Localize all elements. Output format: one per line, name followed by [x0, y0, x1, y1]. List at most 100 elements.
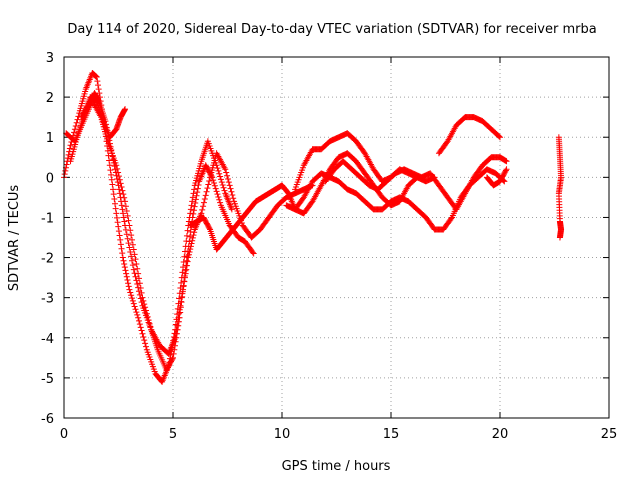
- data-point: [249, 249, 256, 256]
- data-point: [182, 270, 189, 277]
- data-point: [108, 176, 115, 183]
- data-point: [119, 254, 126, 261]
- data-point: [135, 314, 142, 321]
- data-point: [128, 292, 135, 299]
- data-point: [224, 175, 231, 182]
- data-point: [129, 257, 136, 264]
- data-point: [129, 295, 136, 302]
- data-point: [194, 185, 201, 192]
- data-point: [126, 286, 133, 293]
- x-tick-label: 5: [169, 427, 177, 442]
- y-tick-label: 3: [46, 51, 54, 66]
- data-point: [124, 235, 131, 242]
- data-point: [106, 162, 113, 169]
- data-point: [129, 297, 136, 304]
- data-point: [94, 78, 101, 85]
- data-point: [210, 177, 217, 184]
- data-point: [128, 232, 135, 239]
- data-point: [223, 169, 230, 176]
- data-point: [187, 246, 194, 253]
- data-point: [181, 278, 188, 285]
- data-point: [131, 303, 138, 310]
- data-point: [116, 190, 123, 197]
- data-point: [122, 203, 129, 210]
- data-point: [110, 156, 117, 163]
- x-tick-label: 15: [383, 427, 400, 442]
- data-point: [114, 179, 121, 186]
- data-point: [181, 253, 188, 260]
- data-point: [123, 273, 130, 280]
- data-point: [200, 203, 207, 210]
- data-point: [135, 284, 142, 291]
- data-point: [127, 248, 134, 255]
- data-point: [189, 194, 196, 201]
- data-point: [133, 277, 140, 284]
- data-point: [110, 191, 117, 198]
- data-point: [190, 210, 197, 217]
- data-point: [114, 175, 121, 182]
- data-point: [120, 210, 127, 217]
- data-point: [229, 191, 236, 198]
- data-point: [190, 207, 197, 214]
- data-point: [171, 346, 178, 353]
- data-point: [203, 188, 210, 195]
- data-point: [503, 158, 510, 165]
- data-point: [63, 161, 70, 168]
- data-point: [139, 330, 146, 337]
- data-point: [112, 205, 119, 212]
- data-point: [188, 202, 195, 209]
- data-point: [191, 229, 198, 236]
- series-arc-4: [67, 94, 129, 165]
- data-point: [178, 279, 185, 286]
- data-point: [120, 214, 127, 221]
- data-point: [111, 163, 118, 170]
- data-point: [118, 202, 125, 209]
- data-point: [110, 159, 117, 166]
- data-point: [136, 321, 143, 328]
- data-point: [206, 225, 213, 232]
- x-axis-label: GPS time / hours: [282, 459, 391, 474]
- data-point: [217, 199, 224, 206]
- x-tick-labels: 0 5 10 15 20 25: [60, 427, 617, 442]
- data-point: [122, 226, 129, 233]
- data-point: [72, 122, 79, 129]
- data-point: [193, 192, 200, 199]
- data-point: [497, 134, 503, 141]
- data-point: [108, 171, 115, 178]
- data-point: [124, 277, 131, 284]
- data-point: [189, 198, 196, 205]
- data-point: [125, 283, 132, 290]
- data-point: [140, 333, 147, 340]
- data-point: [172, 334, 179, 341]
- data-point: [187, 243, 194, 250]
- data-point: [130, 266, 137, 273]
- data-point: [177, 302, 184, 309]
- data-point: [106, 157, 113, 164]
- data-point: [119, 187, 126, 194]
- data-point: [210, 179, 217, 186]
- data-point: [110, 186, 117, 193]
- data-point: [130, 246, 137, 253]
- data-point: [502, 167, 509, 174]
- data-point: [116, 186, 123, 193]
- data-point: [228, 206, 235, 213]
- data-point: [114, 219, 121, 226]
- data-point: [125, 240, 132, 247]
- data-point: [117, 194, 124, 201]
- series-arc-12: [555, 134, 565, 241]
- data-point: [127, 289, 134, 296]
- data-point: [62, 167, 69, 174]
- data-point: [179, 290, 186, 297]
- data-point: [201, 195, 208, 202]
- data-point: [141, 337, 148, 344]
- y-tick-labels: -6 -5 -4 -3 -2 -1 0 1 2 3: [41, 51, 54, 427]
- data-point: [183, 266, 190, 273]
- data-point: [134, 281, 141, 288]
- data-point: [135, 317, 142, 324]
- data-point: [67, 142, 74, 149]
- data-point: [137, 295, 144, 302]
- y-tick-label: -2: [41, 252, 54, 267]
- data-point: [250, 250, 257, 257]
- data-point: [189, 237, 196, 244]
- data-point: [66, 145, 73, 152]
